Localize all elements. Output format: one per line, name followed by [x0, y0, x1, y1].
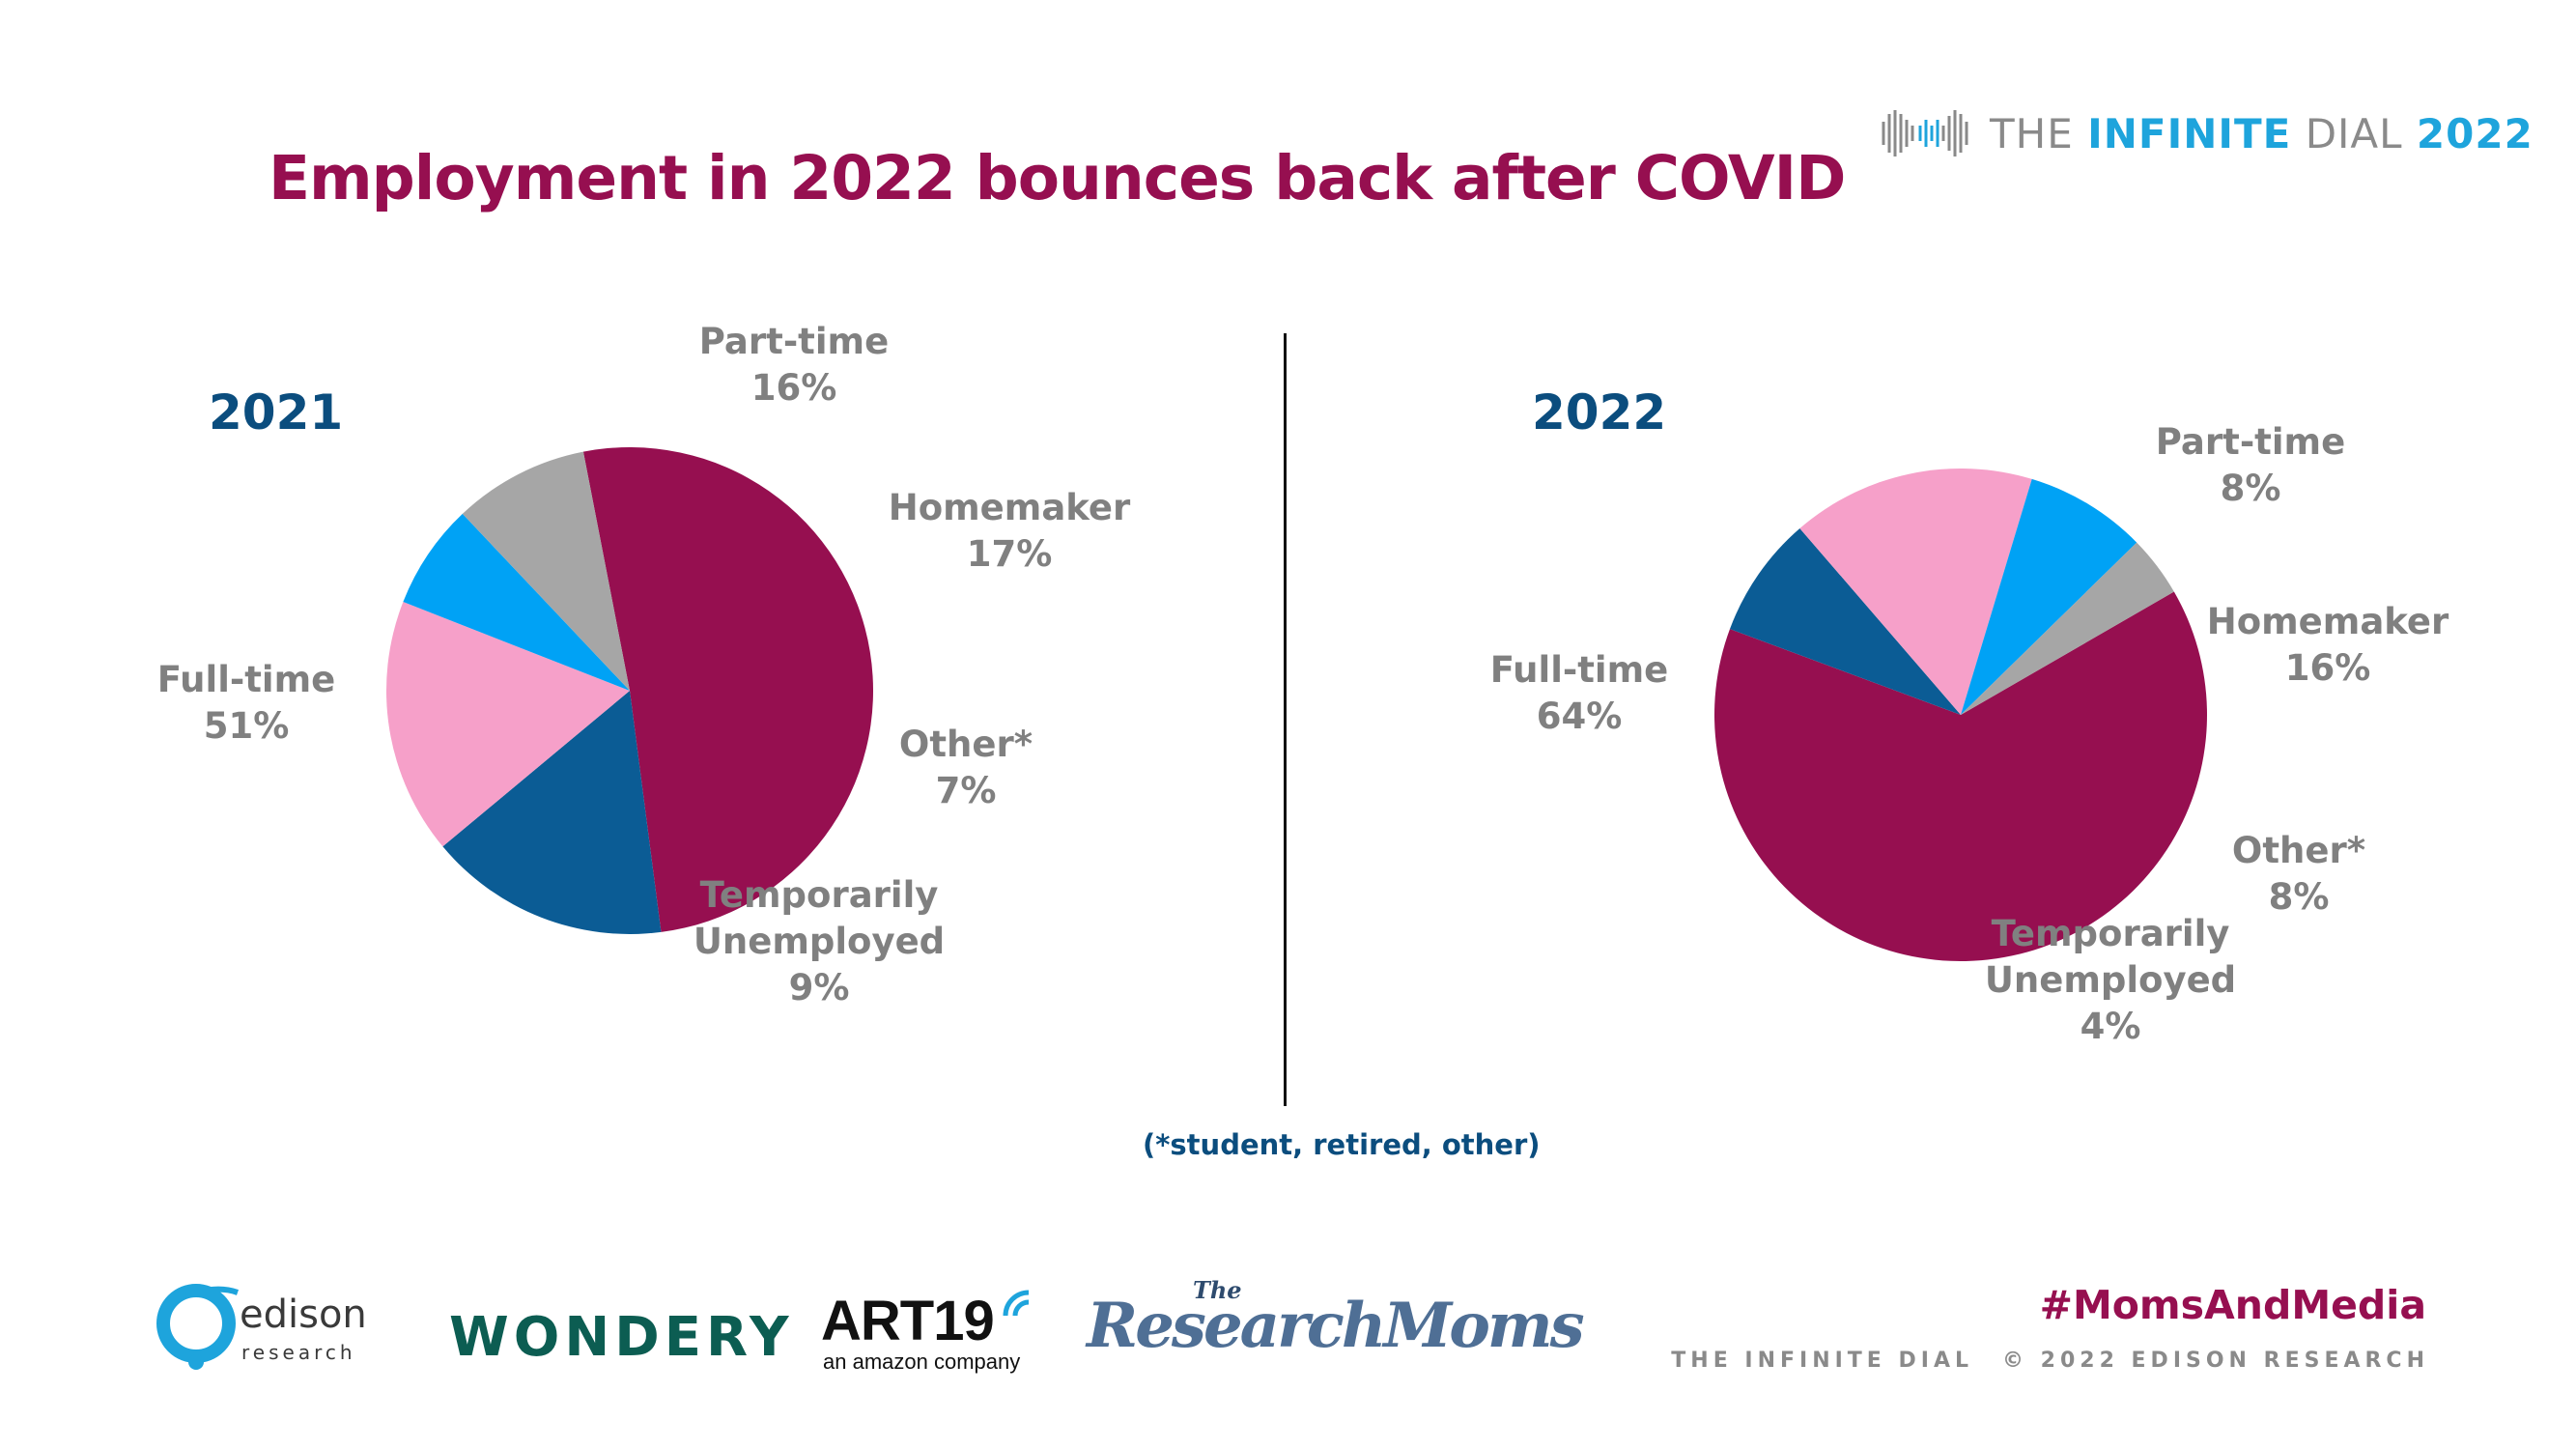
hashtag: #MomsAndMedia — [2039, 1282, 2426, 1328]
label-2021-part-time: Part-time 16% — [699, 319, 889, 412]
label-percent: 9% — [788, 967, 850, 1009]
brand-infinite: INFINITE — [2087, 109, 2292, 157]
slice-2022-temporarily-unemployed — [1961, 542, 2174, 715]
edison-wordmark: edison — [240, 1293, 367, 1337]
label-name: Temporarily — [1991, 913, 2230, 954]
research-moms-the: The — [1193, 1276, 1242, 1304]
slice-2022-part-time — [1729, 527, 1961, 715]
research-moms-logo: The ResearchMoms — [1087, 1276, 1585, 1362]
label-name: Unemployed — [693, 921, 946, 962]
label-percent: 16% — [750, 367, 837, 409]
slice-2021-other — [403, 513, 630, 691]
footnote: (*student, retired, other) — [1143, 1128, 1541, 1161]
footer-right: © 2022 EDISON RESEARCH — [2001, 1349, 2429, 1373]
label-percent: 8% — [2268, 876, 2330, 918]
slice-2022-full-time — [1714, 591, 2207, 962]
infinite-dial-logo-icon — [1882, 110, 1968, 156]
label-percent: 16% — [2284, 647, 2371, 689]
research-moms-wordmark: ResearchMoms — [1087, 1290, 1585, 1362]
brand-dial: DIAL — [2291, 109, 2417, 157]
edison-subtitle: research — [241, 1341, 356, 1364]
label-percent: 4% — [2080, 1006, 2141, 1047]
label-percent: 17% — [966, 533, 1053, 575]
label-name: Full-time — [156, 659, 336, 700]
label-2021-temporarily-unemployed: Temporarily Unemployed 9% — [694, 872, 945, 1011]
label-percent: 8% — [2220, 468, 2281, 509]
slice-2021-temporarily-unemployed — [462, 451, 630, 691]
label-2021-other: Other* 7% — [899, 722, 1033, 814]
edison-swirl-icon — [156, 1284, 240, 1370]
page-title: Employment in 2022 bounces back after CO… — [269, 143, 1846, 213]
label-2022-part-time: Part-time 8% — [2156, 419, 2345, 512]
brand-year: 2022 — [2416, 109, 2534, 157]
slice-2021-part-time — [442, 691, 662, 934]
pie-2021 — [386, 446, 874, 934]
brand-the: THE — [1990, 109, 2088, 157]
label-name: Homemaker — [888, 487, 1131, 528]
art19-wordmark: ART19 — [821, 1290, 995, 1352]
wondery-logo: WONDERY — [449, 1306, 794, 1369]
label-percent: 64% — [1536, 696, 1623, 737]
chart-divider — [1284, 333, 1287, 1106]
footer-credit: THE INFINITE DIAL © 2022 EDISON RESEARCH — [1671, 1349, 2429, 1373]
label-2021-full-time: Full-time 51% — [157, 657, 336, 750]
footer-left: THE INFINITE DIAL — [1671, 1349, 1973, 1373]
label-percent: 51% — [203, 705, 290, 747]
label-2021-homemaker: Homemaker 17% — [889, 485, 1131, 578]
label-2022-other: Other* 8% — [2232, 828, 2365, 921]
label-2022-homemaker: Homemaker 16% — [2207, 599, 2449, 692]
label-name: Unemployed — [1984, 959, 2237, 1001]
slice-2022-other — [1961, 478, 2137, 715]
slice-2021-full-time — [582, 446, 874, 932]
chart-title-2022: 2022 — [1532, 384, 1667, 440]
label-2022-temporarily-unemployed: Temporarily Unemployed 4% — [1985, 911, 2236, 1050]
label-name: Temporarily — [699, 874, 939, 916]
label-name: Full-time — [1489, 649, 1669, 691]
label-percent: 7% — [935, 770, 997, 811]
label-name: Homemaker — [2206, 601, 2449, 642]
pie-2022 — [1714, 468, 2207, 962]
slice-2022-homemaker — [1799, 468, 2032, 715]
label-name: Part-time — [698, 321, 890, 362]
art19-subtitle: an amazon company — [823, 1350, 1021, 1374]
label-name: Other* — [2231, 830, 2366, 871]
label-name: Other* — [898, 724, 1033, 765]
art19-logo: ART19 an amazon company — [821, 1290, 1030, 1374]
art19-wave-icon — [1003, 1290, 1030, 1317]
label-name: Part-time — [2155, 421, 2346, 463]
chart-title-2021: 2021 — [209, 384, 344, 440]
label-2022-full-time: Full-time 64% — [1490, 647, 1669, 740]
infinite-dial-brand: THE INFINITE DIAL 2022 — [1878, 104, 2534, 162]
brand-wordmark: THE INFINITE DIAL 2022 — [1990, 110, 2534, 157]
slice-2021-homemaker — [386, 602, 630, 847]
edison-research-logo: edison research — [153, 1273, 375, 1379]
